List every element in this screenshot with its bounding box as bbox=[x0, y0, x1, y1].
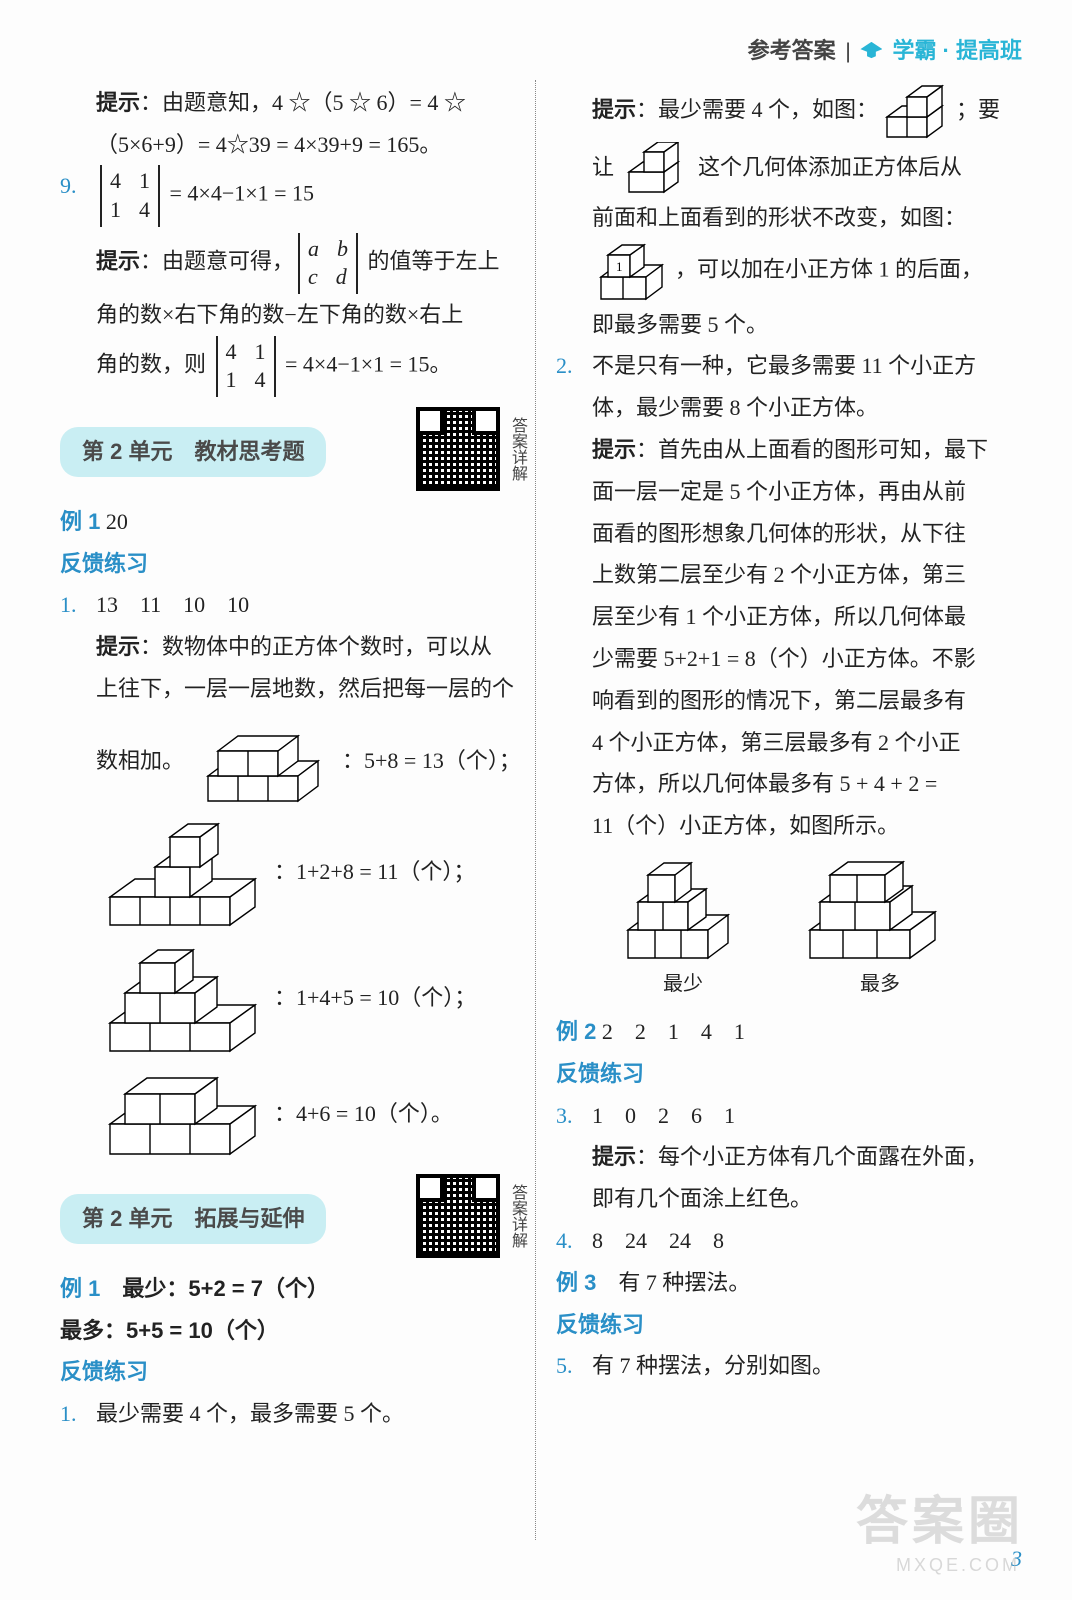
cube-figure-icon bbox=[882, 82, 952, 142]
header-brand: 学霸 · 提高班 bbox=[892, 30, 1022, 72]
watermark-url: MXQE.COM bbox=[896, 1548, 1020, 1582]
fig-max: 最多 bbox=[800, 855, 960, 1003]
figure-pair: 最少 最多 bbox=[592, 855, 986, 1003]
fig-eq: ：4+6 = 10（个）。 bbox=[274, 1093, 453, 1135]
figure-row: ：4+6 = 10（个）。 bbox=[96, 1064, 526, 1164]
cube-figure-icon bbox=[188, 716, 338, 806]
cube-figure-icon bbox=[100, 938, 270, 1058]
cube-figure-icon bbox=[624, 142, 689, 197]
hint-line: 提示提示：由题意知，4 ☆（5 ☆ 6）= 4 ☆：由题意知，4 ☆（5 ☆ 6… bbox=[96, 82, 526, 124]
qr-code-icon bbox=[416, 407, 500, 491]
q-body: 1 0 2 6 1 bbox=[592, 1095, 1022, 1137]
matrix-icon: 41 14 bbox=[100, 165, 160, 226]
question-9: 9. 41 14 = 4×4−1×1 = 15 提示：由题意可得， ab cd … bbox=[60, 165, 526, 396]
q-body: 最少需要 4 个，最多需要 5 个。 bbox=[96, 1393, 526, 1435]
matrix-icon: ab cd bbox=[298, 233, 358, 294]
hint-line: 让 这个几何体添加正方体后从 bbox=[592, 142, 1022, 197]
example-3: 例 3 有 7 种摆法。 bbox=[556, 1262, 1022, 1304]
fig-min: 最少 bbox=[618, 855, 748, 1003]
q-body: 不是只有一种，它最多需要 11 个小正方 体，最少需要 8 个小正方体。 提示：… bbox=[592, 345, 1022, 847]
left-column: 提示提示：由题意知，4 ☆（5 ☆ 6）= 4 ☆：由题意知，4 ☆（5 ☆ 6… bbox=[60, 82, 526, 1435]
question-l1: 1. 最少需要 4 个，最多需要 5 个。 bbox=[60, 1393, 526, 1435]
content-columns: 提示提示：由题意知，4 ☆（5 ☆ 6）= 4 ☆：由题意知，4 ☆（5 ☆ 6… bbox=[60, 82, 1022, 1435]
fig-eq: ：1+4+5 = 10（个）； bbox=[274, 977, 476, 1019]
q-body: 有 7 种摆法，分别如图。 bbox=[592, 1345, 1022, 1387]
q-number: 4. bbox=[556, 1220, 592, 1262]
q-number: 1. bbox=[60, 1393, 96, 1435]
section-row: 第 2 单元 教材思考题 答案详解 bbox=[60, 407, 526, 491]
feedback-heading: 反馈练习 bbox=[60, 1351, 526, 1393]
section-row: 第 2 单元 拓展与延伸 答案详解 bbox=[60, 1174, 526, 1258]
q-number: 2. bbox=[556, 345, 592, 847]
hint-line: 1 ，可以加在小正方体 1 的后面， bbox=[592, 239, 1022, 304]
watermark: 答案圈 bbox=[856, 1473, 1024, 1572]
example-1: 例 1 20 bbox=[60, 501, 526, 543]
graduation-cap-icon bbox=[860, 42, 882, 60]
q-body: 8 24 24 8 bbox=[592, 1220, 1022, 1262]
page-header: 参考答案 | 学霸 · 提高班 bbox=[60, 30, 1022, 72]
figure-row: ：1+4+5 = 10（个）； bbox=[96, 938, 526, 1058]
page-number: 3 bbox=[1011, 1538, 1022, 1580]
hint-line: 提示：最少需要 4 个，如图： ；要 bbox=[592, 82, 1022, 142]
hint-line: 前面和上面看到的形状不改变，如图： bbox=[592, 197, 1022, 239]
matrix-icon: 41 14 bbox=[216, 336, 276, 397]
section-tag: 第 2 单元 教材思考题 bbox=[60, 427, 326, 477]
hint-line: 角的数，则 41 14 = 4×4−1×1 = 15。 bbox=[96, 336, 526, 397]
question-5: 5. 有 7 种摆法，分别如图。 bbox=[556, 1345, 1022, 1387]
figure-row: 数相加。 ：5+8 = 13（个）； bbox=[96, 716, 526, 806]
feedback-heading: 反馈练习 bbox=[556, 1304, 1022, 1346]
question-2: 2. 不是只有一种，它最多需要 11 个小正方 体，最少需要 8 个小正方体。 … bbox=[556, 345, 1022, 847]
right-column: 提示：最少需要 4 个，如图： ；要 让 这个几何体添加正方体后从 前面和上面看… bbox=[556, 82, 1022, 1435]
q-number: 9. bbox=[60, 165, 96, 396]
cube-figure-icon bbox=[100, 1064, 270, 1164]
header-label: 参考答案 bbox=[748, 30, 836, 72]
q-body: 41 14 = 4×4−1×1 = 15 提示：由题意可得， ab cd 的值等… bbox=[96, 165, 526, 396]
figure-row: ：1+2+8 = 11（个）； bbox=[96, 812, 526, 932]
ex1b-line2: 最多：5+5 = 10（个） bbox=[60, 1310, 526, 1352]
hint-line: 即最多需要 5 个。 bbox=[592, 304, 1022, 346]
question-3: 3. 1 0 2 6 1 bbox=[556, 1095, 1022, 1137]
hint-line: 角的数×右下角的数−左下角的数×右上 bbox=[96, 294, 526, 336]
cube-figure-icon bbox=[100, 812, 270, 932]
example-1b: 例 1 最少：5+2 = 7（个） bbox=[60, 1268, 526, 1310]
hint-line: 提示：每个小正方体有几个面露在外面， bbox=[592, 1136, 1022, 1178]
svg-text:1: 1 bbox=[616, 259, 623, 274]
q-number: 3. bbox=[556, 1095, 592, 1137]
hint-line: 即有几个面涂上红色。 bbox=[592, 1178, 1022, 1220]
hint-line: 提示：数物体中的正方体个数时，可以从 bbox=[96, 626, 526, 668]
hint-line: 提示：由题意可得， ab cd 的值等于左上 bbox=[96, 233, 526, 294]
feedback-heading: 反馈练习 bbox=[60, 543, 526, 585]
q-number: 1. bbox=[60, 584, 96, 626]
cube-figure-icon: 1 bbox=[596, 239, 671, 304]
column-divider bbox=[535, 80, 536, 1540]
qr-code-icon bbox=[416, 1174, 500, 1258]
qr-label: 答案详解 bbox=[508, 417, 526, 481]
eq: = 4×4−1×1 = 15 bbox=[164, 181, 314, 206]
feedback-heading: 反馈练习 bbox=[556, 1053, 1022, 1095]
fig-eq: ：5+8 = 13（个）； bbox=[342, 740, 521, 782]
question-1: 1. 13 11 10 10 bbox=[60, 584, 526, 626]
q-number: 5. bbox=[556, 1345, 592, 1387]
q-body: 13 11 10 10 bbox=[96, 584, 526, 626]
qr-label: 答案详解 bbox=[508, 1184, 526, 1248]
section-tag: 第 2 单元 拓展与延伸 bbox=[60, 1194, 326, 1244]
header-sep: | bbox=[846, 30, 851, 72]
question-4: 4. 8 24 24 8 bbox=[556, 1220, 1022, 1262]
hint-line: 上往下，一层一层地数，然后把每一层的个 bbox=[96, 668, 526, 710]
example-2: 例 2 2 2 1 4 1 bbox=[556, 1011, 1022, 1053]
hint-line: （5×6+9）= 4☆39 = 4×39+9 = 165。 bbox=[96, 124, 526, 166]
fig-eq: ：1+2+8 = 11（个）； bbox=[274, 851, 475, 893]
